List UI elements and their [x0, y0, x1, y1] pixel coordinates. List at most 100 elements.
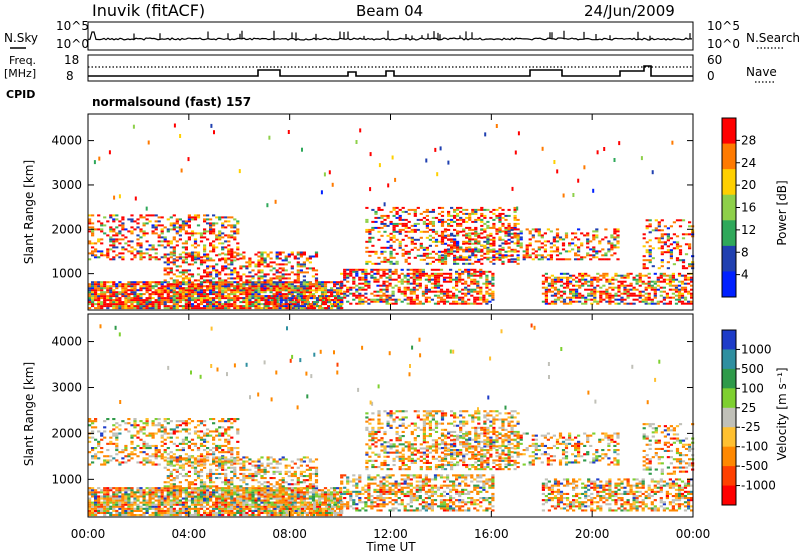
data-cell	[248, 259, 252, 262]
data-cell	[312, 295, 317, 298]
data-cell	[389, 260, 393, 263]
data-cell	[419, 242, 423, 245]
data-cell	[100, 505, 104, 508]
data-cell	[178, 224, 182, 227]
data-cell	[218, 285, 222, 288]
data-cell	[626, 288, 630, 291]
data-cell	[492, 248, 496, 251]
data-cell	[112, 246, 116, 249]
data-cell	[418, 272, 422, 275]
data-cell	[358, 276, 362, 279]
data-cell	[608, 296, 612, 299]
data-cell	[157, 299, 161, 302]
data-cell	[413, 228, 417, 231]
data-cell	[236, 275, 240, 278]
data-cell	[287, 261, 291, 264]
data-cell	[115, 295, 119, 298]
data-cell	[124, 291, 128, 294]
data-cell	[145, 289, 149, 292]
data-cell	[647, 298, 651, 301]
data-cell	[118, 293, 122, 296]
data-cell	[163, 495, 167, 498]
data-cell	[160, 511, 164, 514]
data-cell	[160, 509, 164, 512]
data-cell	[130, 303, 134, 306]
data-cell	[412, 282, 416, 285]
data-cell	[224, 259, 228, 262]
data-cell	[127, 230, 131, 233]
data-cell	[477, 208, 481, 211]
data-cell	[656, 280, 660, 283]
data-cell	[148, 301, 152, 304]
data-cell	[263, 281, 267, 284]
data-cell	[395, 224, 399, 227]
data-cell	[160, 236, 164, 239]
data-cell	[537, 258, 541, 261]
data-cell	[492, 242, 496, 245]
data-cell	[206, 273, 210, 276]
data-cell	[154, 291, 158, 294]
data-cell	[467, 268, 471, 271]
data-cell	[157, 511, 161, 514]
data-cell	[577, 228, 581, 231]
data-cell	[376, 298, 380, 301]
data-cell	[498, 254, 502, 257]
data-cell	[296, 263, 300, 266]
data-cell	[355, 290, 359, 293]
data-cell	[607, 250, 611, 253]
data-cell	[224, 234, 228, 237]
data-cell	[148, 499, 152, 502]
data-cell	[175, 303, 179, 306]
data-cell	[595, 256, 599, 259]
data-cell	[440, 250, 445, 253]
data-cell	[477, 250, 481, 253]
data-cell	[558, 252, 563, 255]
data-cell	[513, 218, 517, 221]
data-cell	[442, 290, 447, 293]
data-cell	[239, 514, 243, 517]
data-cell	[97, 503, 101, 506]
data-cell	[296, 253, 300, 256]
data-cell	[251, 277, 255, 280]
data-cell	[139, 293, 143, 296]
data-cell	[224, 285, 228, 288]
data-cell	[160, 499, 164, 502]
data-cell	[647, 282, 651, 285]
data-cell	[458, 272, 462, 275]
data-cell	[327, 295, 331, 298]
data-cell	[479, 296, 483, 299]
data-cell	[437, 254, 442, 257]
data-cell	[227, 251, 231, 254]
data-cell	[172, 253, 176, 256]
data-cell	[680, 294, 685, 297]
data-cell	[199, 263, 204, 266]
data-cell	[587, 284, 591, 287]
data-cell	[136, 293, 140, 296]
data-cell	[657, 225, 661, 228]
data-cell	[504, 254, 508, 257]
data-cell	[346, 280, 350, 283]
data-cell	[592, 234, 596, 237]
data-cell	[190, 307, 195, 310]
data-cell	[215, 307, 219, 310]
data-cell	[387, 183, 390, 188]
data-cell	[124, 285, 128, 288]
data-cell	[498, 218, 502, 221]
data-cell	[433, 286, 438, 289]
data-cell	[278, 277, 282, 280]
data-cell	[224, 301, 228, 304]
data-cell	[510, 236, 514, 239]
data-cell	[230, 261, 234, 264]
data-cell	[373, 268, 377, 271]
data-cell	[88, 489, 92, 492]
data-cell	[358, 278, 362, 281]
data-cell	[215, 263, 219, 266]
data-cell	[239, 507, 243, 510]
data-cell	[172, 252, 176, 255]
data-cell	[352, 268, 356, 271]
data-cell	[233, 305, 237, 308]
data-cell	[134, 196, 137, 201]
data-cell	[100, 242, 104, 245]
data-cell	[254, 297, 258, 300]
data-cell	[421, 270, 425, 273]
